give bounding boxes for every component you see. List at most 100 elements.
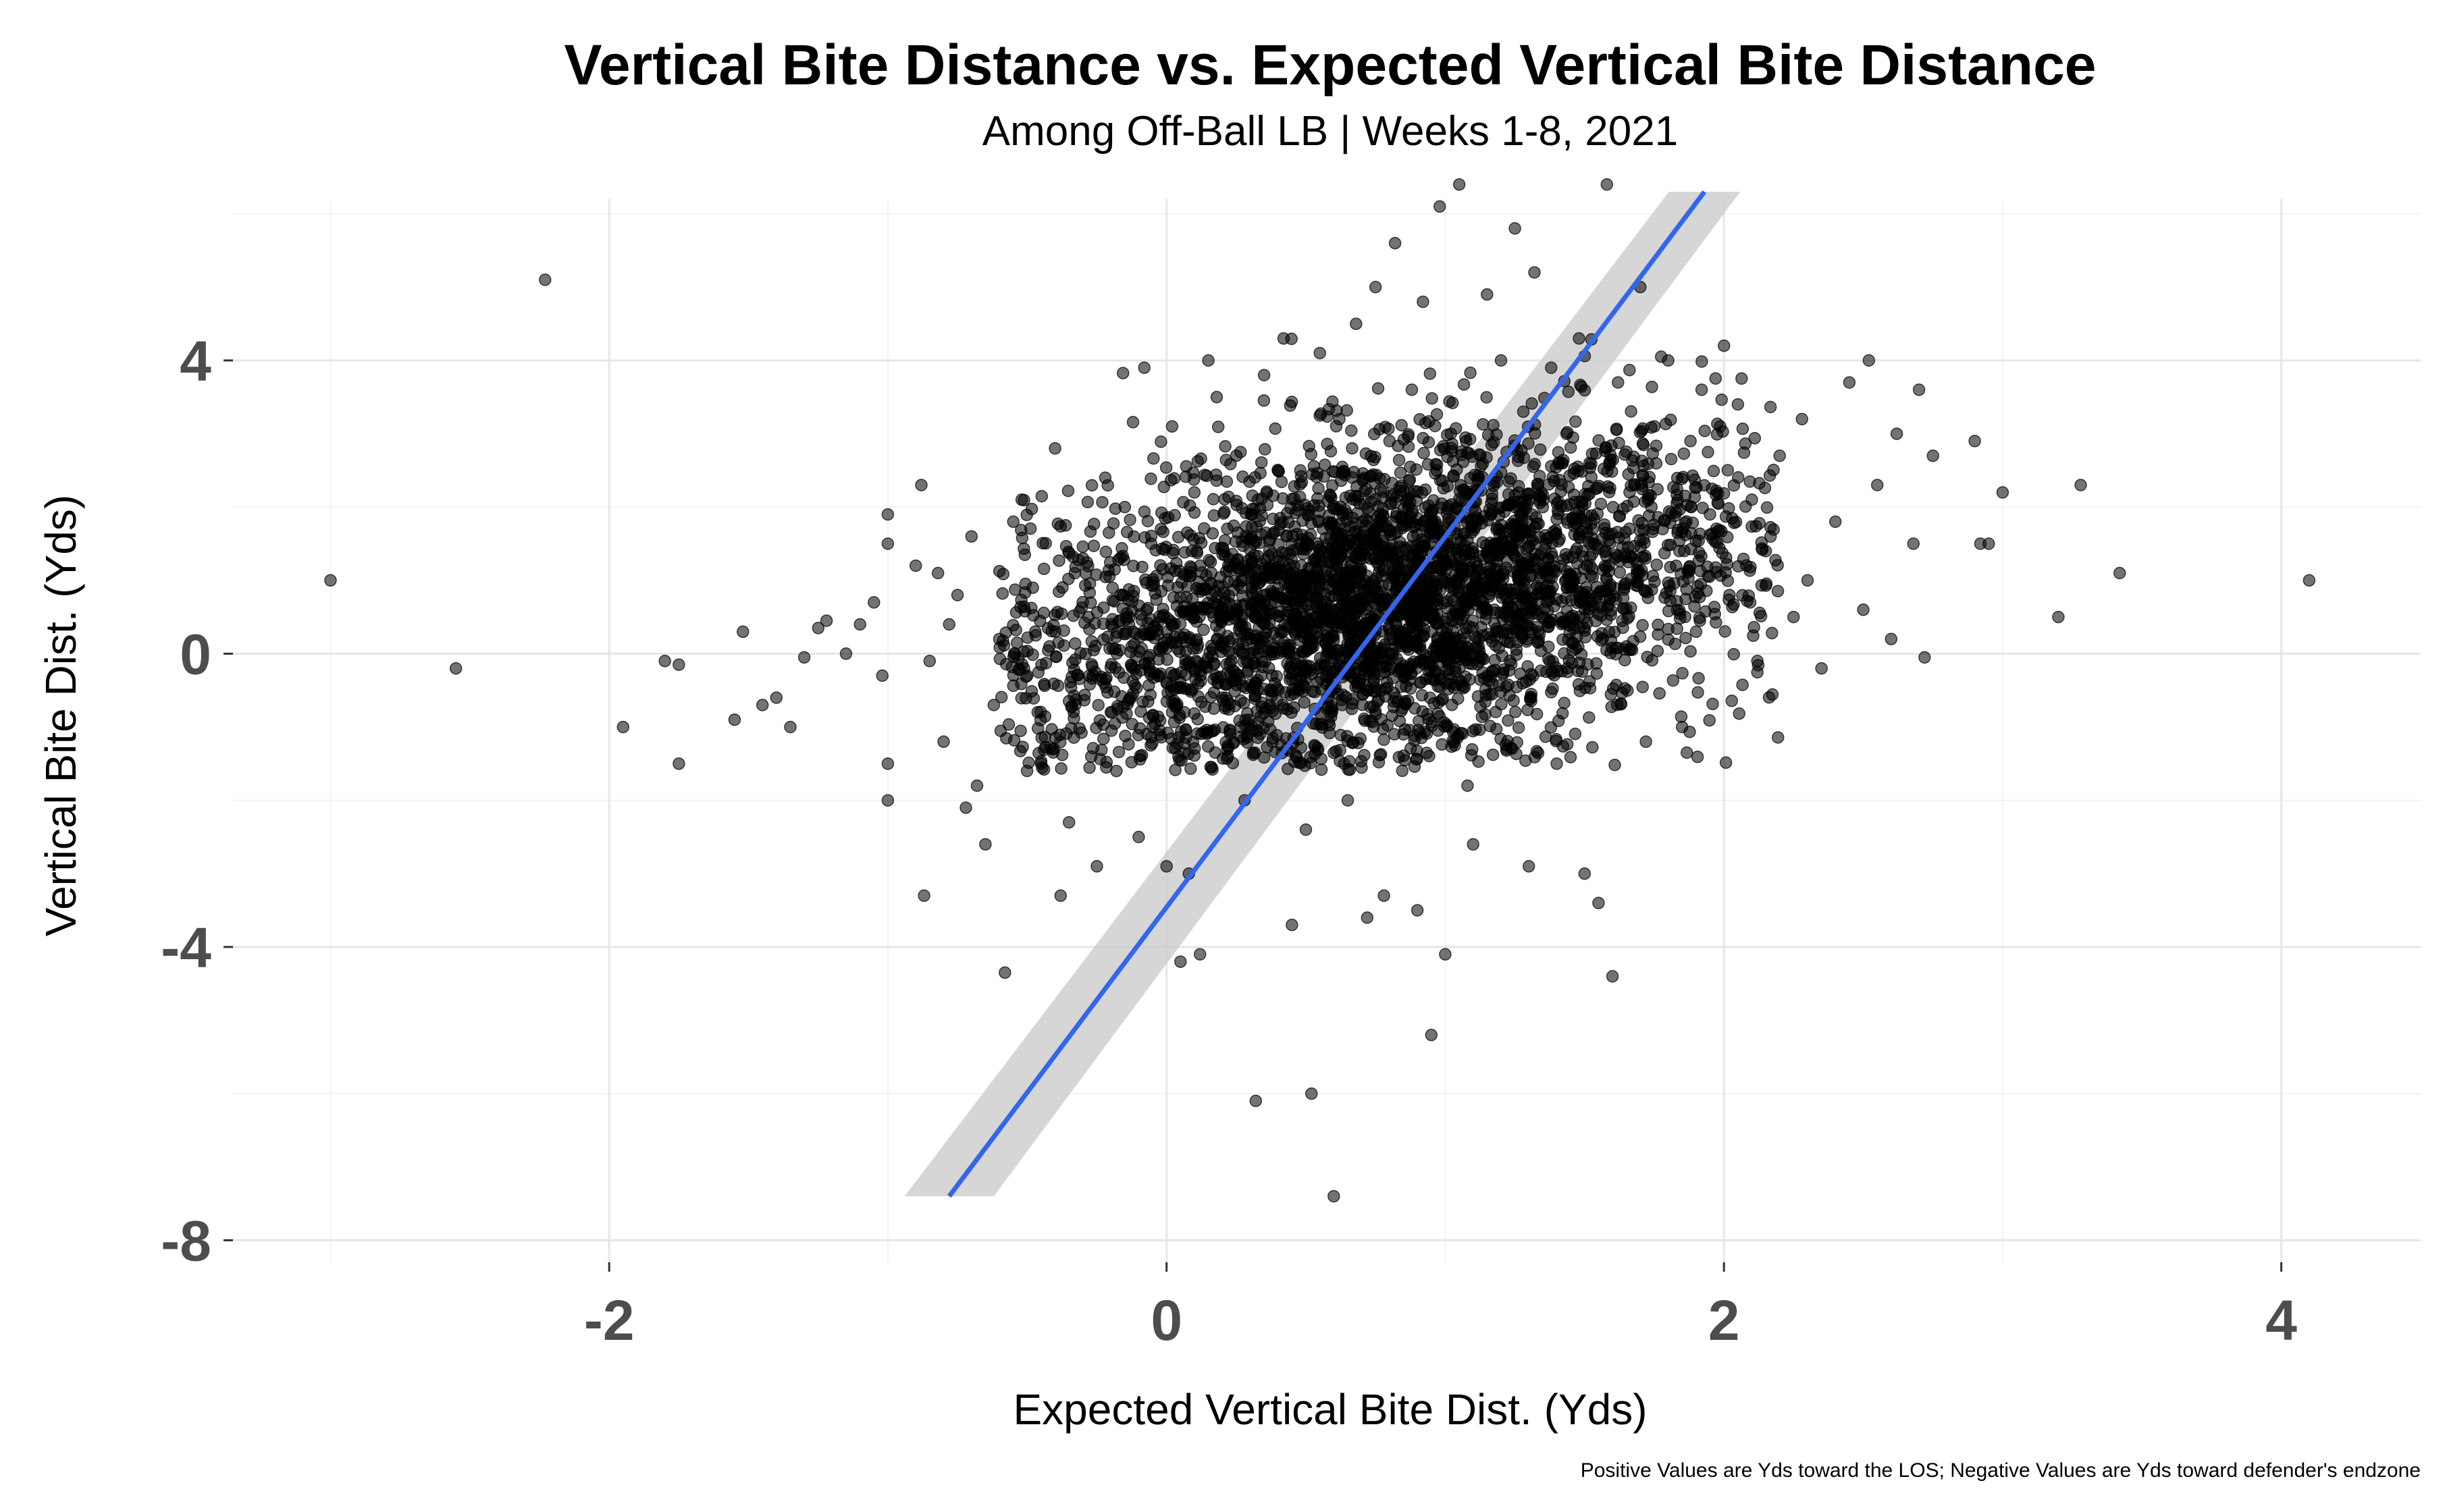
scatter-point bbox=[449, 662, 463, 675]
scatter-point bbox=[784, 720, 797, 734]
scatter-point bbox=[1293, 620, 1306, 634]
scatter-point bbox=[1715, 524, 1728, 538]
scatter-point bbox=[1061, 484, 1075, 497]
scatter-point bbox=[1026, 581, 1039, 594]
scatter-point bbox=[1383, 435, 1396, 448]
scatter-point bbox=[1857, 603, 1870, 616]
scatter-point bbox=[1394, 466, 1407, 479]
scatter-point bbox=[1486, 677, 1499, 691]
scatter-point bbox=[1204, 691, 1217, 703]
scatter-point bbox=[1356, 699, 1369, 711]
scatter-point bbox=[1303, 439, 1315, 453]
scatter-point bbox=[1534, 644, 1548, 657]
scatter-point bbox=[1448, 738, 1461, 752]
scatter-point bbox=[1645, 500, 1658, 514]
scatter-point bbox=[1263, 561, 1276, 574]
scatter-point bbox=[1386, 565, 1400, 578]
scatter-point bbox=[1709, 372, 1722, 385]
scatter-point bbox=[1369, 493, 1382, 506]
scatter-point bbox=[1494, 354, 1508, 367]
scatter-point bbox=[1646, 447, 1659, 460]
scatter-point bbox=[995, 691, 1008, 704]
scatter-point bbox=[1522, 487, 1535, 500]
scatter-point bbox=[1096, 495, 1109, 509]
scatter-point bbox=[1589, 657, 1603, 670]
scatter-point bbox=[1402, 503, 1415, 516]
scatter-point bbox=[1508, 489, 1521, 502]
scatter-point bbox=[1870, 479, 1884, 491]
scatter-point bbox=[1226, 547, 1239, 561]
scatter-point bbox=[1666, 481, 1680, 494]
x-tick-label: 2 bbox=[1708, 1289, 1740, 1352]
scatter-point bbox=[1581, 526, 1594, 540]
scatter-point bbox=[1289, 749, 1303, 762]
scatter-point bbox=[1568, 528, 1581, 541]
scatter-point bbox=[1062, 572, 1075, 585]
scatter-point bbox=[1736, 678, 1749, 691]
y-tick-label: -4 bbox=[161, 916, 211, 979]
scatter-point bbox=[1759, 545, 1772, 558]
scatter-point bbox=[1247, 537, 1261, 550]
scatter-point bbox=[1525, 397, 1538, 410]
scatter-point bbox=[2074, 479, 2087, 491]
scatter-point bbox=[1591, 542, 1605, 555]
scatter-point bbox=[1606, 453, 1620, 466]
scatter-point bbox=[1325, 520, 1338, 534]
scatter-point bbox=[1288, 520, 1301, 533]
scatter-point bbox=[979, 838, 992, 851]
scatter-point bbox=[1291, 504, 1305, 516]
scatter-point bbox=[1076, 540, 1089, 554]
scatter-point bbox=[1221, 522, 1234, 535]
scatter-point bbox=[1706, 697, 1719, 711]
scatter-point bbox=[1404, 682, 1417, 695]
scatter-point bbox=[1209, 468, 1223, 481]
scatter-point bbox=[1265, 689, 1278, 703]
scatter-point bbox=[1767, 463, 1780, 477]
scatter-point bbox=[1693, 614, 1706, 627]
scatter-point bbox=[1516, 629, 1529, 642]
scatter-point bbox=[1503, 689, 1516, 702]
scatter-point bbox=[1338, 465, 1351, 479]
scatter-point bbox=[1606, 970, 1619, 983]
scatter-point bbox=[1054, 889, 1068, 902]
scatter-point bbox=[1727, 647, 1740, 661]
scatter-point bbox=[1282, 605, 1295, 619]
scatter-point bbox=[812, 622, 825, 634]
scatter-point bbox=[1689, 625, 1703, 639]
scatter-point bbox=[1731, 398, 1745, 411]
scatter-point bbox=[1197, 623, 1210, 637]
scatter-point bbox=[1489, 705, 1502, 719]
scatter-point bbox=[1359, 447, 1373, 460]
scatter-point bbox=[1608, 758, 1621, 772]
x-tick-label: 4 bbox=[2265, 1289, 2297, 1352]
scatter-point bbox=[1517, 564, 1529, 577]
scatter-point bbox=[1702, 446, 1714, 459]
scatter-point bbox=[1690, 481, 1703, 494]
scatter-point bbox=[1221, 739, 1234, 753]
scatter-point bbox=[1270, 670, 1284, 683]
scatter-point bbox=[1327, 1189, 1340, 1203]
scatter-point bbox=[1612, 376, 1625, 389]
scatter-point bbox=[1502, 714, 1515, 727]
scatter-point bbox=[1380, 676, 1394, 689]
scatter-point bbox=[1147, 452, 1160, 465]
scatter-point bbox=[1202, 354, 1215, 367]
scatter-point bbox=[1469, 520, 1482, 533]
scatter-point bbox=[1049, 731, 1062, 745]
scatter-point bbox=[1433, 200, 1446, 213]
scatter-point bbox=[1533, 470, 1546, 483]
scatter-point bbox=[1982, 537, 1995, 550]
scatter-point bbox=[1718, 625, 1731, 638]
scatter-point bbox=[1271, 550, 1285, 564]
scatter-point bbox=[876, 669, 889, 682]
scatter-point bbox=[1528, 266, 1541, 279]
scatter-point bbox=[1481, 514, 1494, 527]
scatter-point bbox=[1514, 528, 1527, 541]
scatter-point bbox=[1168, 509, 1182, 522]
scatter-point bbox=[1508, 222, 1521, 235]
scatter-point bbox=[1246, 681, 1259, 695]
scatter-point bbox=[1595, 626, 1608, 640]
scatter-point bbox=[1483, 720, 1497, 732]
scatter-point bbox=[1154, 559, 1167, 572]
scatter-point bbox=[1466, 585, 1479, 598]
